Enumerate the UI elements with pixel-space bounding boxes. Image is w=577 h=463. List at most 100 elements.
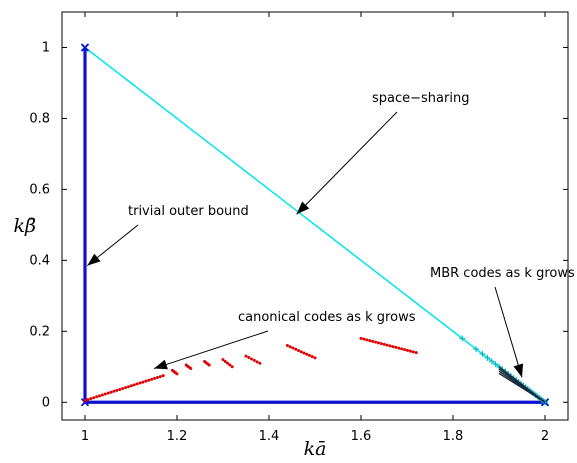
canonical-code-point — [376, 341, 380, 345]
annotation-label: canonical codes as k grows — [238, 310, 416, 325]
canonical-code-point — [95, 395, 99, 399]
canonical-code-point — [207, 363, 211, 367]
canonical-code-point — [411, 350, 415, 354]
canonical-code-point — [112, 389, 116, 393]
x-ticks: 1 1.2 1.4 1.6 1.8 2 — [81, 12, 549, 444]
annotation-label: MBR codes as k grows — [430, 266, 575, 281]
mbr-code-point — [484, 354, 491, 361]
canonical-code-point — [228, 363, 232, 367]
x-tick-label: 1 — [81, 429, 89, 444]
canonical-code-point — [299, 350, 303, 354]
canonical-code-point — [89, 397, 93, 401]
y-tick-label: 0 — [42, 395, 50, 410]
y-axis-label: kβ̄ — [14, 215, 37, 237]
canonical-code-point — [388, 344, 392, 348]
canonical-code-point — [307, 353, 311, 357]
canonical-code-point — [365, 338, 369, 342]
canonical-code-point — [100, 393, 104, 397]
outer-bound-marker — [80, 43, 90, 52]
x-axis-label: kā — [304, 438, 327, 460]
annotation-arrow — [494, 286, 523, 378]
mbr-code-point — [472, 346, 479, 353]
canonical-code-point — [247, 356, 251, 360]
canonical-code-point — [397, 346, 401, 350]
canonical-code-point — [250, 357, 254, 361]
annotation-arrow — [296, 111, 398, 215]
canonical-code-point — [126, 385, 130, 389]
canonical-code-point — [155, 375, 159, 379]
annotation-arrowhead — [296, 201, 310, 215]
canonical-code-point — [313, 356, 317, 360]
canonical-code-point — [400, 347, 404, 351]
canonical-code-point — [368, 339, 372, 343]
canonical-code-point — [255, 360, 259, 364]
mbr-code-point — [492, 361, 499, 368]
canonical-code-point — [288, 345, 292, 349]
y-tick-label: 0.8 — [29, 111, 50, 126]
canonical-code-point — [414, 351, 418, 355]
canonical-code-point — [138, 381, 142, 385]
chart-axes — [61, 11, 569, 421]
canonical-code-point — [374, 340, 378, 344]
canonical-code-point — [252, 358, 256, 362]
canonical-code-point — [189, 367, 193, 371]
annotations: space−sharing trivial outer bound canonica… — [86, 91, 575, 378]
canonical-code-point — [129, 384, 133, 388]
canonical-code-point — [244, 354, 248, 358]
canonical-code-point — [226, 361, 230, 365]
y-tick-label: 1 — [42, 40, 50, 55]
annotation-arrow — [153, 330, 269, 370]
y-ticks: 0 0.2 0.4 0.6 0.8 1 — [29, 40, 568, 410]
canonical-code-point — [403, 348, 407, 352]
canonical-code-point — [223, 359, 227, 363]
canonical-code-point — [86, 398, 90, 402]
canonical-code-point — [362, 337, 366, 341]
canonical-code-point — [153, 376, 157, 380]
canonical-code-point — [382, 342, 386, 346]
x-tick-label: 1.6 — [351, 429, 372, 444]
mbr-code-point — [488, 358, 495, 365]
x-tick-label: 1.2 — [167, 429, 188, 444]
canonical-code-point — [115, 388, 119, 392]
canonical-code-point — [394, 345, 398, 349]
canonical-code-point — [132, 383, 136, 387]
canonical-code-point — [221, 358, 225, 362]
canonical-code-point — [310, 355, 314, 359]
canonical-code-point — [97, 394, 101, 398]
canonical-code-point — [302, 351, 306, 355]
canonical-code-point — [296, 348, 300, 352]
y-tick-label: 0.2 — [29, 324, 50, 339]
canonical-code-point — [371, 339, 375, 343]
plot-area — [80, 43, 550, 407]
y-tick-label: 0.6 — [29, 182, 50, 197]
canonical-code-point — [141, 380, 145, 384]
canonical-code-point — [103, 392, 107, 396]
canonical-code-point — [305, 352, 309, 356]
canonical-code-point — [118, 387, 122, 391]
x-tick-label: 1.4 — [259, 429, 280, 444]
canonical-code-point — [258, 361, 262, 365]
canonical-code-point — [92, 396, 96, 400]
canonical-code-point — [230, 365, 234, 369]
mbr-code-point — [459, 335, 466, 342]
canonical-code-point — [144, 379, 148, 383]
plot-frame — [61, 11, 569, 421]
mbr-code-point — [479, 350, 486, 357]
canonical-code-point — [291, 346, 295, 350]
canonical-code-point — [106, 391, 110, 395]
canonical-code-point — [408, 349, 412, 353]
canonical-code-point — [135, 382, 139, 386]
canonical-code-point — [385, 343, 389, 347]
canonical-code-point — [121, 387, 125, 391]
space-sharing-line — [84, 46, 546, 403]
canonical-code-point — [285, 343, 289, 347]
canonical-code-point — [175, 372, 179, 376]
mbr-code-band — [498, 372, 546, 403]
canonical-code-point — [147, 378, 151, 382]
canonical-code-point — [109, 390, 113, 394]
x-tick-label: 2 — [541, 429, 549, 444]
canonical-code-point — [359, 336, 363, 340]
canonical-code-point — [158, 375, 162, 379]
annotation-label: space−sharing — [372, 91, 469, 106]
